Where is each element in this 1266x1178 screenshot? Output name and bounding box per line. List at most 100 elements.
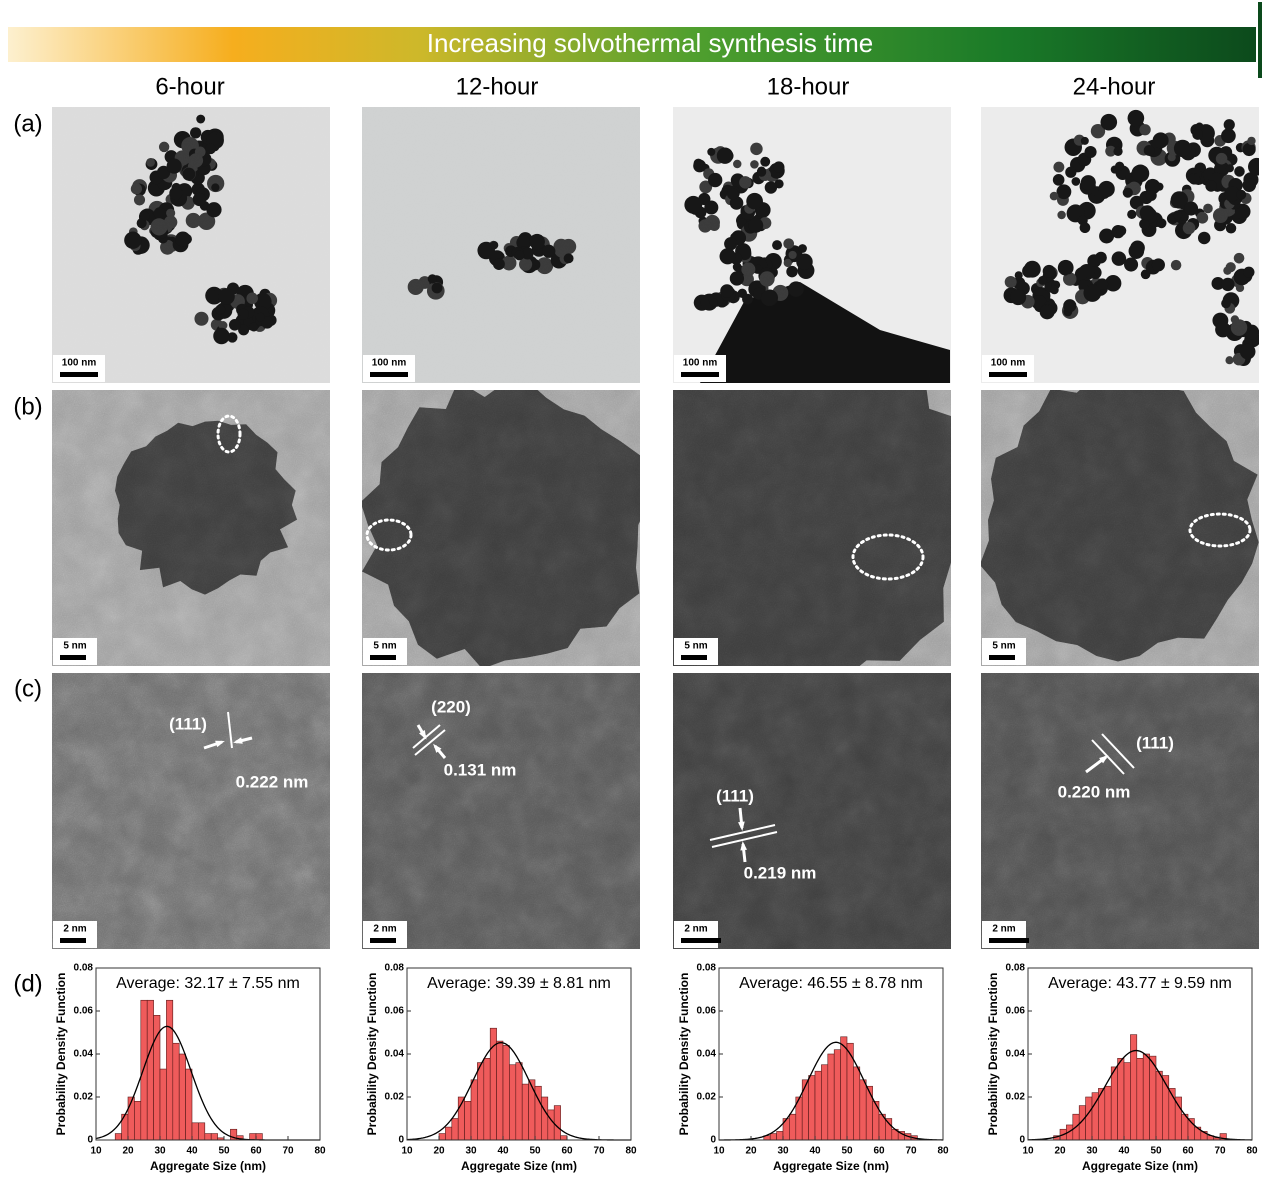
annotation: Average: 43.77 ± 9.59 nm xyxy=(1048,975,1232,992)
x-tick-label: 30 xyxy=(1086,1146,1098,1157)
grain xyxy=(362,673,640,949)
micrograph xyxy=(52,390,330,666)
scale-label: 5 nm xyxy=(63,641,86,652)
d-spacing: 0.131 nm xyxy=(444,760,517,779)
bar xyxy=(561,1136,567,1140)
bar xyxy=(885,1119,891,1141)
grain xyxy=(673,390,951,666)
scale-label: 5 nm xyxy=(992,641,1015,652)
grain xyxy=(981,673,1259,949)
x-tick-label: 60 xyxy=(561,1146,573,1157)
y-tick-label: 0.06 xyxy=(74,1006,94,1017)
x-tick-label: 40 xyxy=(497,1146,509,1157)
x-tick-label: 80 xyxy=(314,1146,326,1157)
annotation: Average: 46.55 ± 8.78 nm xyxy=(739,975,923,992)
bar xyxy=(821,1065,827,1140)
scale-label: 2 nm xyxy=(63,924,86,935)
y-tick-label: 0 xyxy=(1019,1135,1025,1146)
bar xyxy=(1150,1056,1156,1140)
bar xyxy=(439,1134,445,1140)
x-tick-label: 30 xyxy=(465,1146,477,1157)
bar xyxy=(789,1114,795,1140)
lattice-plane: (111) xyxy=(1136,733,1174,752)
row-label: (d) xyxy=(13,970,42,997)
banner-end xyxy=(1258,2,1262,78)
y-tick-label: 0.08 xyxy=(385,963,405,974)
column-header: 6-hour xyxy=(155,73,224,100)
annotation: Average: 39.39 ± 8.81 nm xyxy=(427,975,611,992)
y-tick-label: 0.08 xyxy=(1006,963,1026,974)
x-tick-label: 10 xyxy=(401,1146,413,1157)
micrograph xyxy=(981,107,1266,383)
scale-label: 2 nm xyxy=(992,924,1015,935)
bar xyxy=(141,1000,147,1140)
d-spacing: 0.222 nm xyxy=(236,772,309,791)
scale-bar xyxy=(989,372,1027,377)
row-label: (b) xyxy=(13,393,42,420)
column-header: 12-hour xyxy=(456,73,539,100)
y-tick-label: 0.04 xyxy=(697,1049,717,1060)
bar xyxy=(770,1134,776,1140)
scale-bar xyxy=(370,655,396,660)
bar xyxy=(465,1101,471,1140)
d-spacing: 0.219 nm xyxy=(744,863,817,882)
y-tick-label: 0.02 xyxy=(74,1092,94,1103)
bar xyxy=(205,1134,211,1140)
x-tick-label: 30 xyxy=(154,1146,166,1157)
scale-label: 100 nm xyxy=(683,358,718,369)
lattice-plane: (111) xyxy=(169,714,207,733)
bar xyxy=(160,1069,166,1140)
column-header: 24-hour xyxy=(1073,73,1156,100)
bar xyxy=(198,1123,204,1140)
grain xyxy=(362,390,640,666)
bar xyxy=(147,1000,153,1140)
bar xyxy=(834,1050,840,1140)
y-tick-label: 0 xyxy=(87,1135,93,1146)
scale-label: 100 nm xyxy=(372,358,407,369)
x-tick-label: 60 xyxy=(250,1146,262,1157)
y-axis-label: Probability Density Function xyxy=(54,973,68,1136)
y-tick-label: 0.02 xyxy=(385,1092,405,1103)
row-label: (c) xyxy=(14,675,42,702)
bar xyxy=(815,1071,821,1140)
bar xyxy=(250,1134,256,1140)
x-tick-label: 80 xyxy=(625,1146,637,1157)
grain xyxy=(52,107,330,383)
y-axis-label: Probability Density Function xyxy=(677,973,691,1136)
x-tick-label: 50 xyxy=(841,1146,853,1157)
row-label: (a) xyxy=(13,110,42,137)
x-tick-label: 50 xyxy=(1150,1146,1162,1157)
scale-bar xyxy=(370,938,396,943)
x-tick-label: 70 xyxy=(905,1146,917,1157)
x-axis-label: Aggregate Size (nm) xyxy=(1082,1159,1198,1173)
bar xyxy=(509,1065,515,1140)
x-tick-label: 20 xyxy=(1054,1146,1066,1157)
x-tick-label: 70 xyxy=(593,1146,605,1157)
micrograph xyxy=(980,376,1259,666)
x-tick-label: 50 xyxy=(218,1146,230,1157)
bar xyxy=(522,1084,528,1140)
annotation: Average: 32.17 ± 7.55 nm xyxy=(116,975,300,992)
x-tick-label: 10 xyxy=(90,1146,102,1157)
x-axis-label: Aggregate Size (nm) xyxy=(461,1159,577,1173)
y-axis-label: Probability Density Function xyxy=(986,973,1000,1136)
grain xyxy=(52,390,330,666)
bar xyxy=(1118,1058,1124,1140)
bar xyxy=(256,1134,262,1140)
x-axis-label: Aggregate Size (nm) xyxy=(773,1159,889,1173)
bar xyxy=(809,1076,815,1141)
bar xyxy=(841,1037,847,1140)
scale-bar xyxy=(989,938,1029,943)
x-tick-label: 20 xyxy=(122,1146,134,1157)
bar xyxy=(802,1080,808,1140)
bar xyxy=(186,1069,192,1140)
bar xyxy=(179,1054,185,1140)
scale-bar xyxy=(989,655,1015,660)
scale-bar xyxy=(60,655,86,660)
grain xyxy=(673,107,951,383)
scale-label: 2 nm xyxy=(373,924,396,935)
y-tick-label: 0.04 xyxy=(74,1049,94,1060)
y-tick-label: 0.02 xyxy=(697,1092,717,1103)
scale-bar xyxy=(681,938,721,943)
bar xyxy=(484,1058,490,1140)
